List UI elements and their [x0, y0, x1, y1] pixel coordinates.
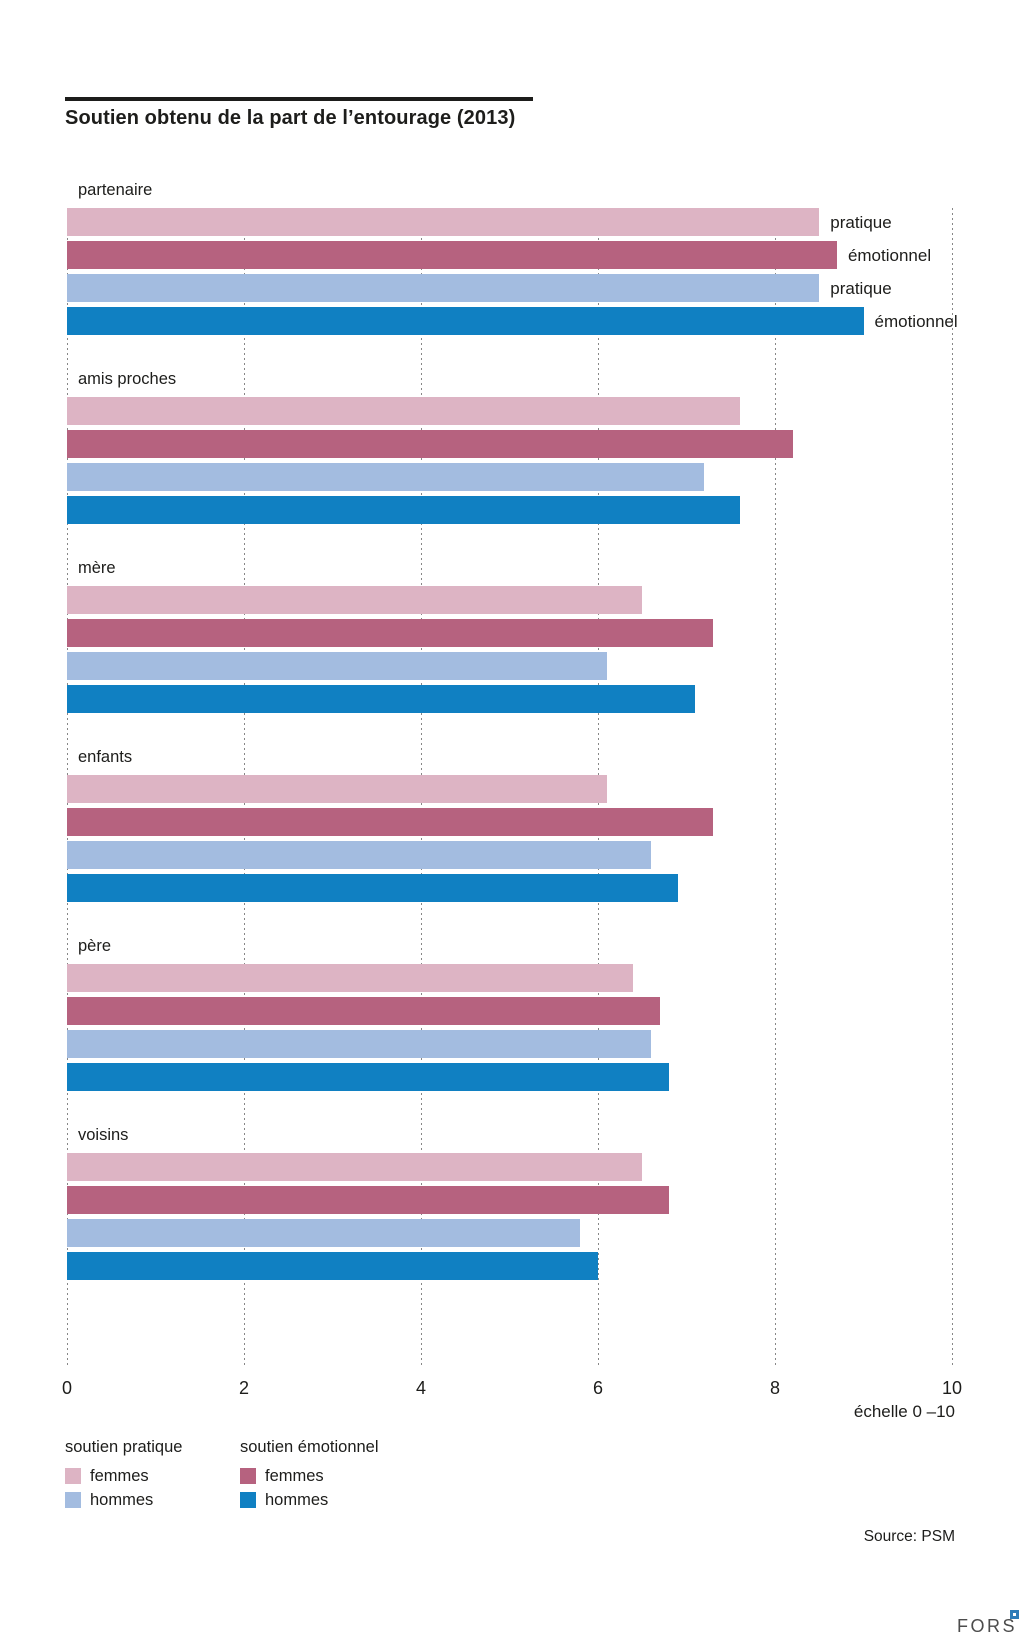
fors-logo-text: FORS	[956, 1616, 1017, 1636]
bar-end-label: émotionnel	[874, 312, 958, 331]
category-label: mère	[78, 559, 116, 577]
bar-row	[67, 964, 952, 992]
bar-mère-soutien-pratique-femmes	[67, 586, 643, 614]
legend-label-femmes: femmes	[90, 1466, 149, 1485]
bar-partenaire-soutien-émotionnel-hommes	[67, 307, 864, 335]
bar-groups: partenaire pratique émotionnel pratique émot…	[67, 180, 958, 1314]
bar-row	[67, 463, 952, 491]
title-rule	[65, 97, 533, 101]
bar-row	[67, 775, 952, 803]
x-tick-label-6: 6	[592, 1378, 604, 1398]
bar-row	[67, 1186, 952, 1214]
bar-partenaire-soutien-pratique-femmes	[67, 208, 820, 236]
bar-amis-proches-soutien-émotionnel-hommes	[67, 496, 740, 524]
x-tick-label-4: 4	[415, 1378, 427, 1398]
bar-mère-soutien-pratique-hommes	[67, 652, 607, 680]
bar-row	[67, 841, 952, 869]
group-enfants: enfants	[67, 747, 952, 902]
bar-père-soutien-émotionnel-femmes	[67, 997, 660, 1025]
swatch-hommes-emotionnel	[240, 1492, 256, 1508]
gridline-x-8	[775, 208, 776, 1367]
legend-column-pratique: soutien pratique femmes hommes	[65, 1438, 182, 1512]
legend-item-femmes-emotionnel: femmes	[240, 1464, 379, 1488]
bar-row	[67, 1063, 952, 1091]
category-label: amis proches	[78, 370, 177, 388]
bar-voisins-soutien-émotionnel-hommes	[67, 1252, 598, 1280]
bar-enfants-soutien-pratique-femmes	[67, 775, 607, 803]
bar-end-label: pratique	[830, 279, 892, 298]
bar-row: émotionnel	[67, 241, 952, 269]
legend-item-hommes-emotionnel: hommes	[240, 1488, 379, 1512]
bar-voisins-soutien-pratique-femmes	[67, 1153, 643, 1181]
legend-item-hommes-pratique: hommes	[65, 1488, 182, 1512]
x-axis-tick-labels: 0 2 4 6 8 10	[62, 1378, 962, 1398]
bar-row	[67, 619, 952, 647]
legend-header-emotionnel: soutien émotionnel	[240, 1438, 379, 1456]
bar-enfants-soutien-émotionnel-hommes	[67, 874, 678, 902]
bar-row: émotionnel	[67, 307, 958, 335]
bar-row	[67, 1153, 952, 1181]
bar-mère-soutien-émotionnel-hommes	[67, 685, 696, 713]
swatch-femmes-emotionnel	[240, 1468, 256, 1484]
bar-enfants-soutien-émotionnel-femmes	[67, 808, 714, 836]
bar-amis-proches-soutien-pratique-hommes	[67, 463, 705, 491]
bar-row: pratique	[67, 274, 952, 302]
bar-row	[67, 874, 952, 902]
group-voisins: voisins	[67, 1125, 952, 1280]
bar-row	[67, 808, 952, 836]
bar-row	[67, 1252, 952, 1280]
bar-mère-soutien-émotionnel-femmes	[67, 619, 714, 647]
bar-row: pratique	[67, 208, 952, 236]
bar-row	[67, 652, 952, 680]
category-label: père	[78, 937, 112, 955]
bar-voisins-soutien-pratique-hommes	[67, 1219, 581, 1247]
legend-item-femmes-pratique: femmes	[65, 1464, 182, 1488]
bar-end-label: pratique	[830, 213, 892, 232]
bar-row	[67, 1030, 952, 1058]
bar-père-soutien-émotionnel-hommes	[67, 1063, 669, 1091]
swatch-hommes-pratique	[65, 1492, 81, 1508]
chart-title: Soutien obtenu de la part de l’entourage…	[65, 107, 516, 129]
gridline-x-10	[952, 208, 953, 1367]
bar-partenaire-soutien-pratique-hommes	[67, 274, 820, 302]
group-partenaire: partenaire pratique émotionnel pratique émot…	[67, 180, 958, 335]
bar-end-label: émotionnel	[847, 246, 932, 265]
bar-père-soutien-pratique-femmes	[67, 964, 634, 992]
swatch-femmes-pratique	[65, 1468, 81, 1484]
bar-chart: partenaire pratique émotionnel pratique émot…	[67, 180, 958, 1367]
fors-logo-mark	[1010, 1610, 1019, 1619]
bar-amis-proches-soutien-émotionnel-femmes	[67, 430, 793, 458]
bar-row	[67, 1219, 952, 1247]
x-tick-label-10: 10	[941, 1378, 963, 1398]
bar-row	[67, 430, 952, 458]
category-label: enfants	[78, 748, 133, 766]
bar-enfants-soutien-pratique-hommes	[67, 841, 652, 869]
bar-voisins-soutien-émotionnel-femmes	[67, 1186, 669, 1214]
legend-label-femmes: femmes	[265, 1466, 324, 1485]
fors-logo: FORS	[956, 1610, 1019, 1640]
group-père: père	[67, 936, 952, 1091]
category-label: voisins	[78, 1126, 129, 1144]
group-mère: mère	[67, 558, 952, 713]
x-tick-label-8: 8	[769, 1378, 781, 1398]
category-label: partenaire	[78, 181, 153, 199]
bar-partenaire-soutien-émotionnel-femmes	[67, 241, 837, 269]
x-tick-label-2: 2	[238, 1378, 250, 1398]
legend-label-hommes: hommes	[265, 1490, 329, 1509]
bar-row	[67, 397, 952, 425]
bar-amis-proches-soutien-pratique-femmes	[67, 397, 740, 425]
bar-père-soutien-pratique-hommes	[67, 1030, 652, 1058]
group-amis-proches: amis proches	[67, 369, 952, 524]
bar-row	[67, 997, 952, 1025]
x-tick-label-0: 0	[61, 1378, 73, 1398]
bar-row	[67, 586, 952, 614]
bar-row	[67, 496, 952, 524]
legend-column-emotionnel: soutien émotionnel femmes hommes	[240, 1438, 379, 1512]
axis-scale-label: échelle 0 –10	[853, 1402, 955, 1421]
legend-label-hommes: hommes	[90, 1490, 154, 1509]
legend-header-pratique: soutien pratique	[65, 1438, 183, 1456]
source-note: Source: PSM	[863, 1528, 955, 1545]
bar-row	[67, 685, 952, 713]
